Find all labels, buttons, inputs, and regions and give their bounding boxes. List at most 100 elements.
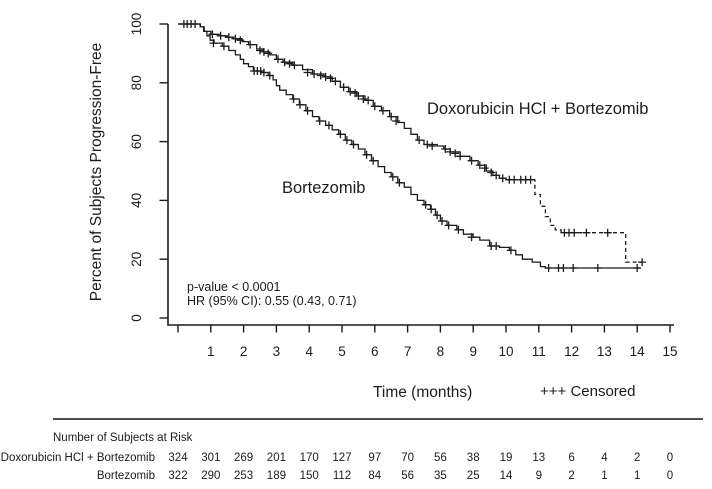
censor-mark bbox=[310, 70, 319, 78]
censor-mark bbox=[290, 61, 299, 70]
risk-count: 13 bbox=[532, 452, 545, 464]
y-axis-tick-label: 40 bbox=[129, 193, 144, 208]
censor-mark bbox=[264, 49, 273, 58]
x-axis-tick-label: 8 bbox=[437, 344, 445, 359]
censor-mark bbox=[296, 100, 304, 109]
censor-mark bbox=[492, 242, 501, 250]
censor-mark bbox=[603, 228, 612, 237]
censor-mark bbox=[369, 156, 378, 165]
x-axis-tick-label: 10 bbox=[498, 344, 513, 359]
risk-count: 25 bbox=[467, 470, 480, 482]
y-axis-tick-label: 60 bbox=[129, 134, 144, 149]
risk-count: 1 bbox=[601, 470, 607, 482]
censor-mark bbox=[208, 30, 217, 39]
y-axis-tick-label: 100 bbox=[129, 13, 144, 36]
x-axis-tick-label: 1 bbox=[207, 344, 215, 359]
censor-mark bbox=[582, 228, 591, 237]
censor-mark bbox=[427, 205, 436, 214]
y-axis-tick-label: 0 bbox=[129, 314, 144, 322]
risk-count: 35 bbox=[434, 470, 447, 482]
censor-mark bbox=[285, 59, 294, 68]
risk-count: 150 bbox=[300, 470, 319, 482]
censor-mark bbox=[387, 112, 396, 121]
censor-mark bbox=[415, 136, 424, 145]
censor-mark bbox=[349, 140, 358, 149]
series-label-doxorubicin: Doxorubicin HCl + Bortezomib bbox=[427, 100, 648, 118]
censor-mark bbox=[364, 96, 373, 105]
censor-mark bbox=[428, 142, 437, 150]
x-axis-tick-label: 11 bbox=[532, 344, 546, 359]
censor-mark bbox=[438, 217, 446, 225]
risk-count: 56 bbox=[401, 470, 414, 482]
risk-count: 2 bbox=[568, 470, 574, 482]
censor-mark bbox=[475, 161, 484, 170]
risk-count: 2 bbox=[634, 452, 640, 464]
censor-mark bbox=[444, 221, 453, 230]
x-axis-tick-label: 9 bbox=[469, 344, 477, 359]
censor-mark bbox=[379, 106, 387, 115]
censor-mark bbox=[467, 156, 476, 165]
risk-count: 38 bbox=[467, 452, 480, 464]
risk-count: 189 bbox=[267, 470, 286, 482]
censor-mark bbox=[246, 40, 255, 49]
x-axis-tick-label: 13 bbox=[597, 344, 612, 359]
censor-mark bbox=[395, 178, 404, 187]
risk-count: 56 bbox=[434, 452, 447, 464]
risk-count: 253 bbox=[234, 470, 253, 482]
y-axis-title: Percent of Subjects Progression-Free bbox=[88, 43, 105, 301]
risk-count: 6 bbox=[568, 452, 574, 464]
x-axis-title: Time (months) bbox=[373, 384, 472, 401]
x-axis-tick-label: 3 bbox=[273, 344, 281, 359]
censor-mark bbox=[441, 145, 450, 153]
censor-mark bbox=[256, 46, 264, 55]
x-axis-tick-label: 4 bbox=[305, 344, 313, 359]
censor-mark bbox=[467, 233, 476, 242]
x-axis-tick-label: 2 bbox=[240, 344, 248, 359]
censor-mark bbox=[280, 58, 289, 67]
censor-mark bbox=[498, 174, 507, 183]
censor-mark bbox=[569, 264, 578, 272]
censor-mark bbox=[216, 31, 225, 40]
risk-count: 14 bbox=[500, 470, 513, 482]
censor-mark bbox=[370, 102, 379, 111]
risk-count: 322 bbox=[168, 470, 187, 482]
censor-mark bbox=[331, 77, 340, 86]
risk-count: 269 bbox=[234, 452, 253, 464]
censor-mark bbox=[336, 130, 345, 139]
km-curve-0-dashed bbox=[532, 179, 644, 263]
censor-mark bbox=[388, 172, 397, 181]
y-axis-tick-label: 80 bbox=[129, 75, 144, 90]
censor-mark bbox=[487, 168, 496, 177]
x-axis-tick-label: 6 bbox=[371, 344, 379, 359]
censor-mark bbox=[480, 164, 489, 173]
x-axis-tick-label: 7 bbox=[404, 344, 412, 359]
censor-mark bbox=[224, 33, 233, 42]
risk-count: 112 bbox=[333, 470, 351, 482]
censor-mark bbox=[326, 74, 335, 83]
censor-mark bbox=[265, 71, 274, 80]
y-axis-tick-label: 20 bbox=[129, 252, 144, 267]
p-value-text: p-value < 0.0001 bbox=[187, 280, 281, 294]
censored-legend: +++ Censored bbox=[540, 383, 636, 400]
censor-mark bbox=[454, 225, 463, 234]
censor-mark bbox=[544, 264, 553, 272]
censor-mark bbox=[342, 136, 351, 145]
censor-mark bbox=[638, 258, 647, 267]
censor-mark bbox=[446, 147, 455, 156]
censor-mark bbox=[559, 264, 568, 272]
risk-count: 19 bbox=[500, 452, 513, 464]
censor-mark bbox=[433, 211, 442, 220]
censor-mark bbox=[451, 149, 460, 158]
censor-mark bbox=[346, 87, 355, 96]
censor-mark bbox=[570, 228, 579, 237]
censor-mark bbox=[392, 117, 401, 125]
risk-count: 97 bbox=[368, 452, 381, 464]
risk-count: 84 bbox=[368, 470, 381, 482]
censor-mark bbox=[259, 68, 268, 77]
censor-mark bbox=[231, 34, 240, 43]
series-label-bortezomib: Bortezomib bbox=[282, 179, 365, 197]
censor-mark bbox=[359, 95, 368, 103]
censor-mark bbox=[324, 121, 333, 130]
risk-count: 0 bbox=[667, 470, 673, 482]
